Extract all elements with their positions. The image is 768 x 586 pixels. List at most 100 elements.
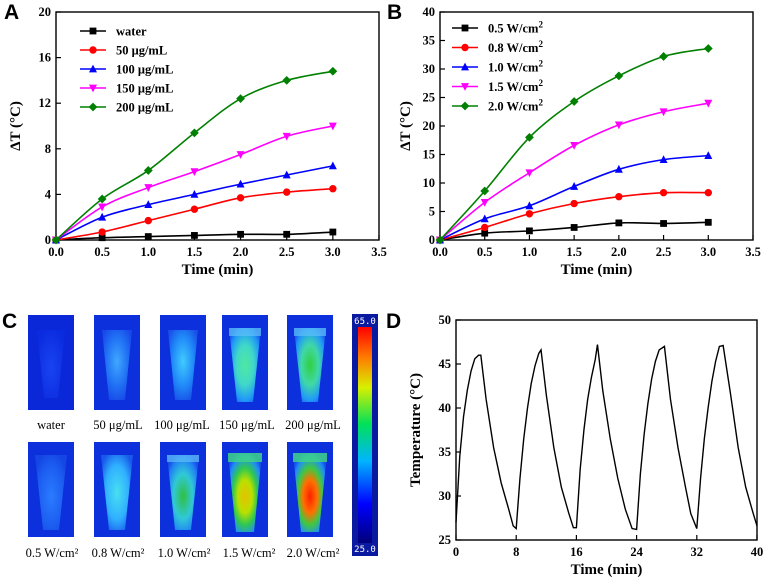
series-line-0 xyxy=(455,344,758,531)
series-line-4 xyxy=(55,70,334,241)
legend-superscript: 2 xyxy=(538,98,543,108)
thermal-images-panel: water 50 μg/mL 100 μg/mL 150 μg/mL 200 μ… xyxy=(26,314,378,560)
y-tick-label: 20 xyxy=(423,119,436,133)
legend-superscript: 2 xyxy=(538,39,543,49)
data-point xyxy=(569,97,579,106)
thermal-image-100 xyxy=(160,315,206,410)
thermal-label-0.8w: 0.8 W/cm² xyxy=(92,546,145,560)
data-point xyxy=(237,230,244,238)
thermal-image-1.5w xyxy=(222,442,268,537)
x-tick-label: 0.0 xyxy=(48,245,64,259)
temperature-colorbar: 65.0 25.0 xyxy=(352,314,378,556)
data-point xyxy=(144,184,153,192)
y-tick-label: 35 xyxy=(423,34,436,48)
data-point xyxy=(98,228,106,236)
data-point xyxy=(660,220,667,227)
x-tick-label: 8 xyxy=(513,545,519,559)
legend-label-1: 50 μg/mL xyxy=(116,44,167,58)
data-point xyxy=(704,218,712,226)
data-point xyxy=(191,232,198,239)
thermal-image-1.0w xyxy=(160,442,206,537)
data-point xyxy=(144,233,152,240)
panel-label-b: B xyxy=(387,1,402,24)
x-tick-label: 32 xyxy=(691,545,704,559)
data-point xyxy=(435,235,445,245)
y-axis-label: ΔT (°C) xyxy=(8,101,24,151)
legend-superscript: 2 xyxy=(538,78,543,88)
data-point xyxy=(190,205,199,213)
y-tick-label: 12 xyxy=(39,96,52,110)
chart-a: 0.0 0.5 1.0 1.5 2.0 2.5 3.0 3.5 0 4 8 12 16 20 Time (m… xyxy=(8,5,387,278)
data-point xyxy=(526,227,533,235)
y-tick-label: 20 xyxy=(39,5,52,19)
data-point xyxy=(51,235,61,245)
data-point xyxy=(143,166,153,175)
data-point xyxy=(329,228,337,236)
y-tick-label: 30 xyxy=(439,489,452,503)
data-point xyxy=(97,194,107,204)
legend-label-0: water xyxy=(116,25,147,39)
data-point xyxy=(615,219,623,227)
x-tick-label: 3.5 xyxy=(371,245,387,259)
thermal-label-200: 200 μg/mL xyxy=(285,418,341,432)
x-axis-label: Time (min) xyxy=(561,262,633,278)
x-tick-label: 2.5 xyxy=(656,245,672,259)
legend-label-4: 2.0 W/cm2 xyxy=(488,98,543,114)
y-axis-label: ΔT (°C) xyxy=(398,101,414,151)
thermal-image-50 xyxy=(94,315,140,410)
data-point xyxy=(570,199,578,208)
plot-frame xyxy=(55,11,380,241)
data-point xyxy=(480,186,490,196)
data-point xyxy=(144,216,152,225)
data-point xyxy=(98,203,107,212)
legend-label-0: 0.5 W/cm2 xyxy=(488,20,543,36)
data-point xyxy=(236,194,245,202)
x-tick-label: 0 xyxy=(453,545,459,559)
thermal-label-150: 150 μg/mL xyxy=(219,418,275,432)
y-tick-label: 0 xyxy=(45,233,51,247)
thermal-image-water xyxy=(28,315,74,410)
data-point xyxy=(614,71,624,81)
x-axis-label: Time (min) xyxy=(571,562,643,578)
data-point xyxy=(236,94,245,104)
data-point xyxy=(525,169,534,178)
thermal-label-water: water xyxy=(37,418,66,432)
legend-marker-2 xyxy=(89,64,97,73)
y-tick-label: 4 xyxy=(45,187,52,201)
x-tick-label: 16 xyxy=(570,545,583,559)
data-point xyxy=(614,164,623,173)
y-tick-label: 10 xyxy=(423,176,436,190)
data-point xyxy=(570,224,578,231)
legend-marker-3 xyxy=(461,83,469,91)
data-point xyxy=(659,52,668,61)
legend-label-2: 100 μg/mL xyxy=(116,63,173,77)
legend-label-3: 1.5 W/cm2 xyxy=(488,78,543,94)
x-tick-label: 24 xyxy=(630,545,643,559)
data-point xyxy=(283,188,291,196)
x-tick-label: 3.0 xyxy=(700,245,716,259)
data-point xyxy=(659,155,668,164)
data-point xyxy=(236,179,245,188)
data-point xyxy=(615,192,623,201)
y-axis-label: Temperature (°C) xyxy=(408,373,424,487)
data-point xyxy=(659,188,668,197)
x-tick-label: 2.0 xyxy=(611,245,627,259)
data-point xyxy=(282,132,291,141)
panel-label-c: C xyxy=(2,310,17,333)
legend-marker-2 xyxy=(461,62,469,71)
data-point xyxy=(282,170,291,179)
y-tick-label: 50 xyxy=(439,313,452,327)
y-tick-label: 5 xyxy=(429,205,435,219)
data-point xyxy=(328,66,338,76)
x-tick-label: 1.0 xyxy=(522,245,538,259)
x-tick-label: 1.0 xyxy=(140,245,156,259)
y-tick-label: 16 xyxy=(39,51,52,65)
y-tick-label: 45 xyxy=(439,357,452,371)
data-point xyxy=(329,185,337,193)
data-point xyxy=(144,200,153,209)
x-tick-label: 40 xyxy=(751,545,764,559)
data-point xyxy=(98,212,107,221)
colorbar-min-label: 25.0 xyxy=(354,545,376,555)
x-tick-label: 3.0 xyxy=(325,245,341,259)
data-point xyxy=(570,182,579,190)
